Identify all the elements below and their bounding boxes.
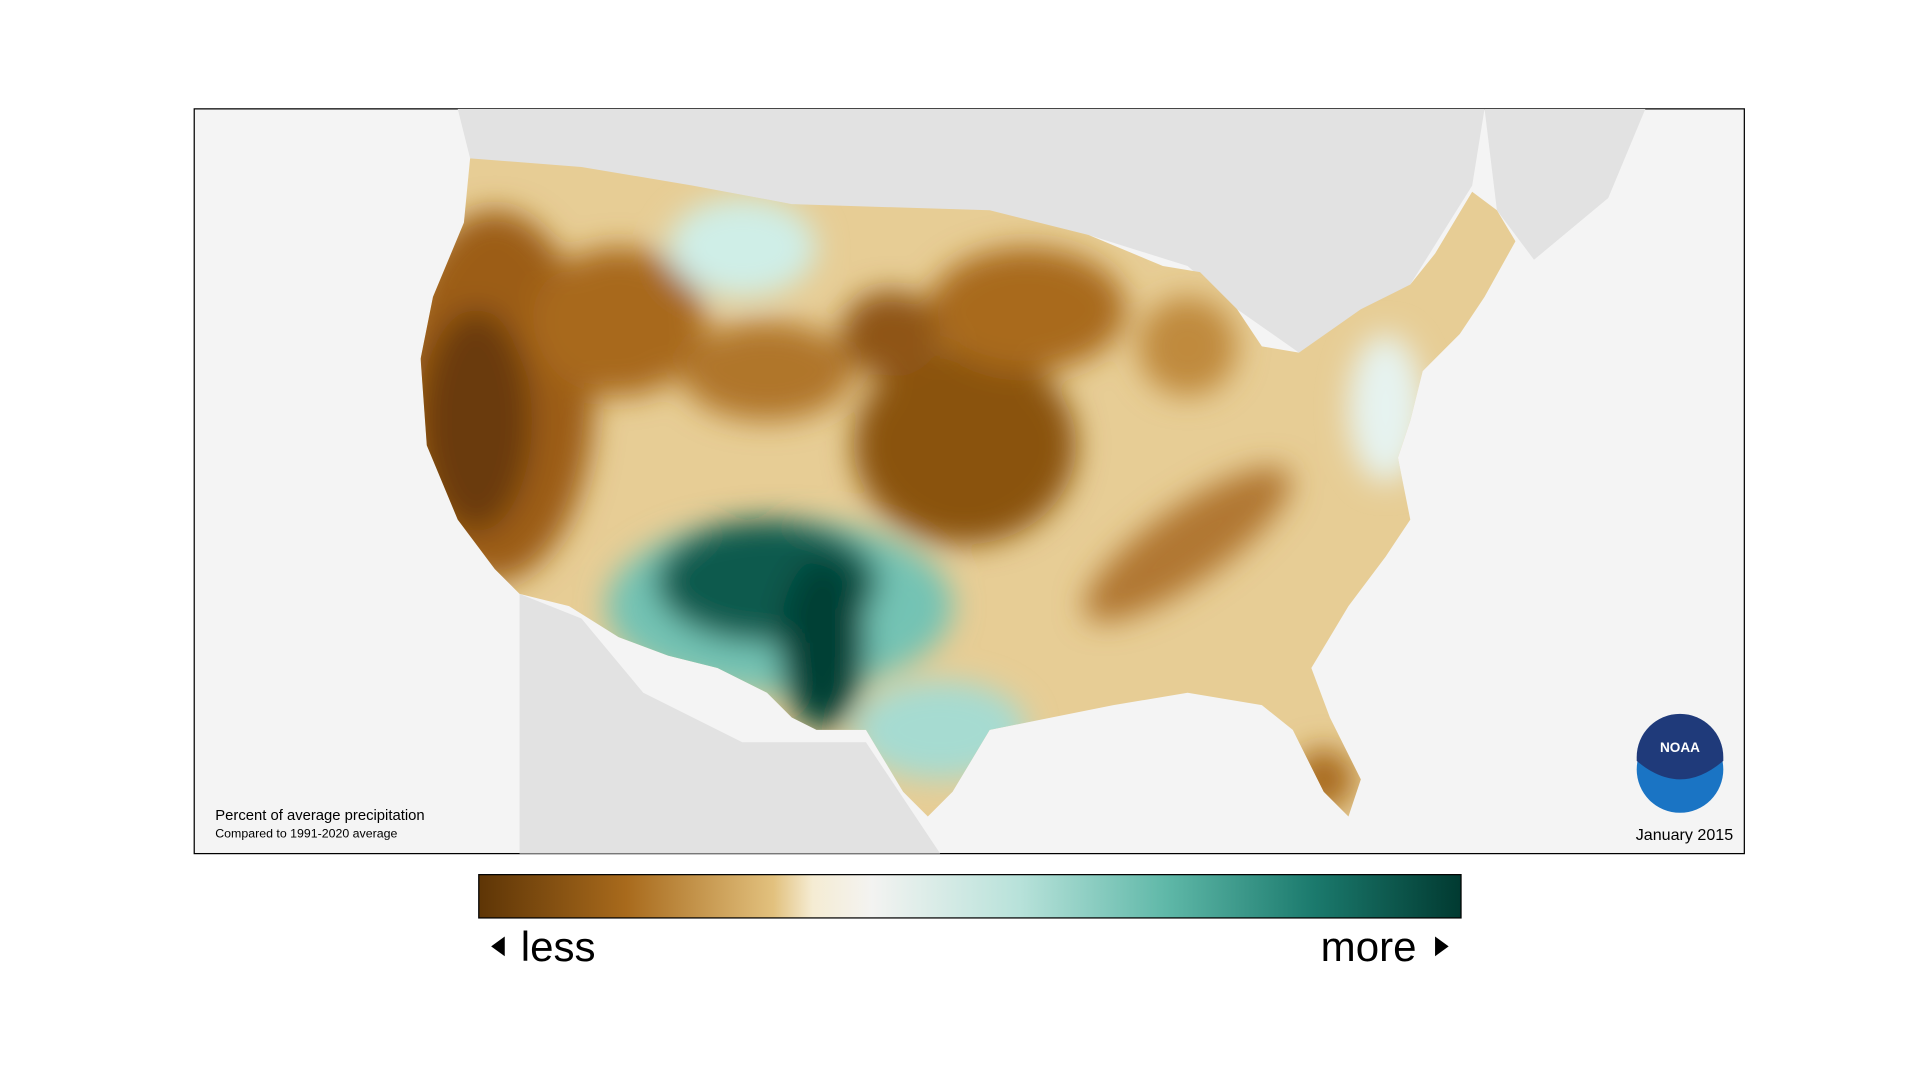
map-date: January 2015 <box>1636 826 1733 844</box>
logo-text: NOAA <box>1660 740 1700 755</box>
land-background <box>457 108 1646 854</box>
map-title: Percent of average precipitation <box>215 808 424 824</box>
legend-low-label: less <box>521 923 596 970</box>
map-subtitle: Compared to 1991-2020 average <box>215 827 397 841</box>
right-arrow <box>1435 936 1449 957</box>
noaa-logo: NOAA <box>1636 713 1724 813</box>
legend-high-label: more <box>1321 923 1417 970</box>
left-arrow <box>491 936 505 957</box>
color-bar <box>478 874 1462 919</box>
